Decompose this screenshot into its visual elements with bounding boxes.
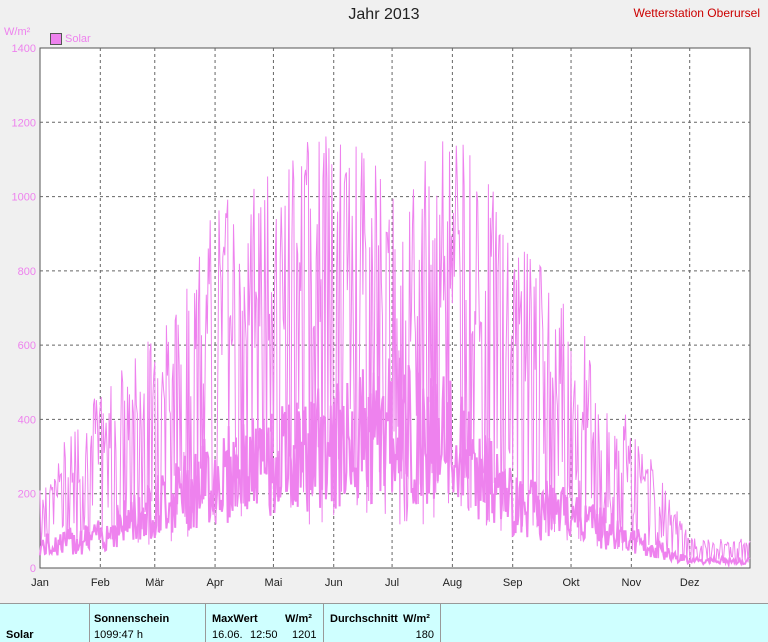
x-tick-label: Apr <box>207 577 224 589</box>
y-tick-label: 600 <box>18 340 36 352</box>
avg-unit: W/m² <box>403 613 430 625</box>
x-tick-label: Sep <box>503 577 523 589</box>
x-tick-label: Okt <box>562 577 579 589</box>
x-tick-label: Mai <box>265 577 283 589</box>
avg-value: 180 <box>415 629 434 641</box>
y-tick-label: 1400 <box>12 43 36 55</box>
station-name: Wetterstation Oberursel <box>633 6 761 20</box>
y-tick-label: 400 <box>18 414 36 426</box>
x-tick-label: Mär <box>145 577 164 589</box>
solar-series <box>39 136 751 569</box>
legend-label: Solar <box>65 33 91 45</box>
y-axis-unit: W/m² <box>4 26 31 38</box>
legend-swatch <box>50 33 62 45</box>
y-axis-ticks: 0 200 400 600 800 1000 1200 1400 <box>12 43 36 575</box>
sunshine-header: Sonnenschein <box>94 613 170 625</box>
x-tick-label: Jun <box>325 577 343 589</box>
max-cell: MaxWert W/m² 16.06. 12:50 1201 <box>205 604 324 642</box>
x-tick-label: Dez <box>680 577 700 589</box>
max-unit: W/m² <box>285 613 312 625</box>
summary-table: Solar Sonnenschein 1099:47 h MaxWert W/m… <box>0 603 768 642</box>
avg-header: Durchschnitt <box>330 613 398 625</box>
y-tick-label: 0 <box>30 563 36 575</box>
y-tick-label: 1200 <box>12 117 36 129</box>
x-tick-label: Jan <box>31 577 49 589</box>
row-label: Solar <box>6 629 34 641</box>
legend: Solar <box>50 33 91 45</box>
solar-avg-line <box>39 357 751 569</box>
y-tick-label: 800 <box>18 266 36 278</box>
max-date: 16.06. <box>212 629 243 641</box>
y-tick-label: 1000 <box>12 192 36 204</box>
solar-max-line <box>39 136 751 565</box>
max-header: MaxWert <box>212 613 258 625</box>
x-tick-label: Nov <box>622 577 642 589</box>
y-tick-label: 200 <box>18 489 36 501</box>
x-axis-ticks: Jan Feb Mär Apr Mai Jun Jul Aug Sep Okt Nov Dez <box>31 577 699 589</box>
x-tick-label: Aug <box>443 577 463 589</box>
max-time: 12:50 <box>250 629 278 641</box>
sunshine-cell: Sonnenschein 1099:47 h <box>89 604 206 642</box>
avg-cell: Durchschnitt W/m² 180 <box>323 604 441 642</box>
chart-title: Jahr 2013 <box>348 6 420 23</box>
solar-chart: 0 200 400 600 800 1000 1200 1400 Jan Feb Mär Apr Ma… <box>12 43 751 589</box>
row-label-cell: Solar <box>0 604 90 642</box>
max-value: 1201 <box>292 629 317 641</box>
x-tick-label: Feb <box>91 577 110 589</box>
sunshine-value: 1099:47 h <box>94 629 143 641</box>
x-tick-label: Jul <box>385 577 399 589</box>
